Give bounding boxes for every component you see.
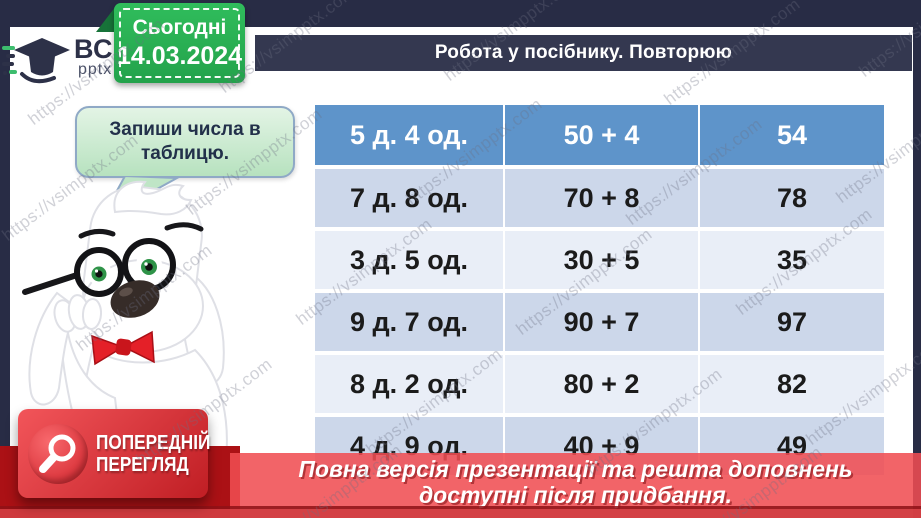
cell-number: 78	[700, 169, 884, 227]
cell-number: 54	[700, 105, 884, 165]
banner-bottom-stripe	[0, 509, 921, 518]
purchase-banner-line1: Повна версія презентації та решта доповн…	[298, 456, 853, 482]
speech-bubble-text: Запиши числа в таблицю.	[109, 119, 261, 164]
date-badge-fold	[96, 6, 116, 32]
cell-expression: 50 + 4	[505, 105, 698, 165]
cell-tens-units: 3 д. 5 од.	[315, 231, 503, 289]
magnifier-icon	[28, 423, 88, 484]
cell-expression: 80 + 2	[505, 355, 698, 413]
cell-expression: 70 + 8	[505, 169, 698, 227]
preview-badge-line1: ПОПЕРЕДНІЙ	[96, 431, 211, 454]
date-badge-label: Сьогодні	[132, 15, 227, 39]
cell-number: 35	[700, 231, 884, 289]
cell-tens-units: 8 д. 2 од.	[315, 355, 503, 413]
cell-number: 97	[700, 293, 884, 351]
graduation-cap-icon	[2, 38, 70, 84]
cell-expression: 30 + 5	[505, 231, 698, 289]
speech-bubble: Запиши числа в таблицю.	[75, 106, 295, 178]
slide-title-bar: Робота у посібнику. Повторюю	[255, 35, 912, 71]
dog-with-glasses-illustration	[22, 180, 228, 468]
cell-tens-units: 9 д. 7 од.	[315, 293, 503, 351]
preview-badge: ПОПЕРЕДНІЙ ПЕРЕГЛЯД	[18, 409, 210, 498]
numbers-table: 5 д. 4 од. 50 + 4 54 7 д. 8 од. 70 + 8 7…	[315, 105, 884, 475]
bowtie	[91, 330, 155, 366]
preview-badge-line2: ПЕРЕГЛЯД	[96, 453, 189, 476]
date-badge-date: 14.03.2024	[116, 41, 243, 70]
slide-title: Робота у посібнику. Повторюю	[434, 42, 733, 63]
cell-tens-units: 5 д. 4 од.	[315, 105, 503, 165]
date-badge-frame: Сьогодні 14.03.2024	[116, 8, 243, 78]
purchase-banner: Повна версія презентації та решта доповн…	[230, 453, 921, 518]
banner-dark-stripe	[0, 506, 921, 509]
preview-badge-text: ПОПЕРЕДНІЙ ПЕРЕГЛЯД	[96, 432, 210, 476]
purchase-banner-line2: доступні після придбання.	[418, 482, 733, 508]
cell-expression: 90 + 7	[505, 293, 698, 351]
cell-tens-units: 7 д. 8 од.	[315, 169, 503, 227]
cell-number: 82	[700, 355, 884, 413]
date-badge: Сьогодні 14.03.2024	[114, 3, 245, 83]
brand-subname: pptx	[78, 61, 113, 78]
